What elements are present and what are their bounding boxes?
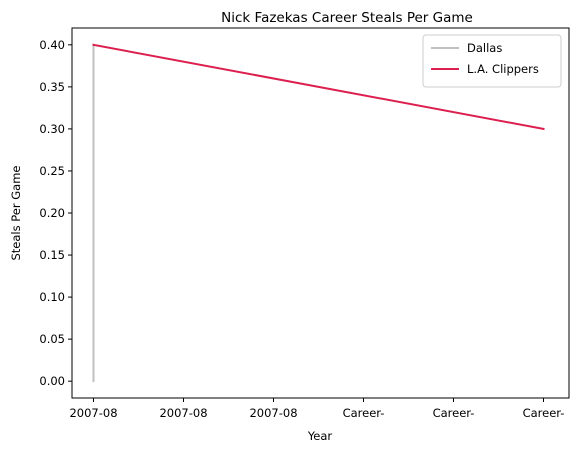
y-tick-label: 0.30: [39, 122, 65, 136]
y-tick-label: 0.35: [39, 80, 65, 94]
x-tick-label: Career-: [343, 406, 385, 420]
y-tick-label: 0.05: [39, 332, 65, 346]
y-tick-label: 0.20: [39, 206, 65, 220]
y-axis: 0.00 0.05 0.10 0.15 0.20 0.25 0.30 0.35 0.40: [39, 38, 72, 388]
x-axis-label: Year: [307, 429, 333, 443]
y-tick-label: 0.25: [39, 164, 65, 178]
legend-label-2: L.A. Clippers: [467, 62, 539, 76]
x-tick-label: 2007-08: [249, 406, 297, 420]
x-tick-label: Career-: [433, 406, 475, 420]
x-tick-label: 2007-08: [69, 406, 117, 420]
series-line-2: [92, 43, 545, 131]
y-tick-label: 0.40: [39, 38, 65, 52]
y-tick-label: 0.10: [39, 290, 65, 304]
y-axis-label: Steals Per Game: [9, 166, 23, 261]
x-tick-label: 2007-08: [159, 406, 207, 420]
legend: Dallas L.A. Clippers: [422, 34, 562, 88]
x-tick-label: Career-: [523, 406, 565, 420]
x-axis: 2007-08 2007-08 2007-08 Career- Career- Caree…: [69, 398, 564, 420]
legend-label-1: Dallas: [467, 41, 502, 55]
chart-title: Nick Fazekas Career Steals Per Game: [221, 10, 473, 26]
series-layer: [92, 43, 545, 383]
y-tick-label: 0.00: [39, 374, 65, 388]
y-tick-label: 0.15: [39, 248, 65, 262]
